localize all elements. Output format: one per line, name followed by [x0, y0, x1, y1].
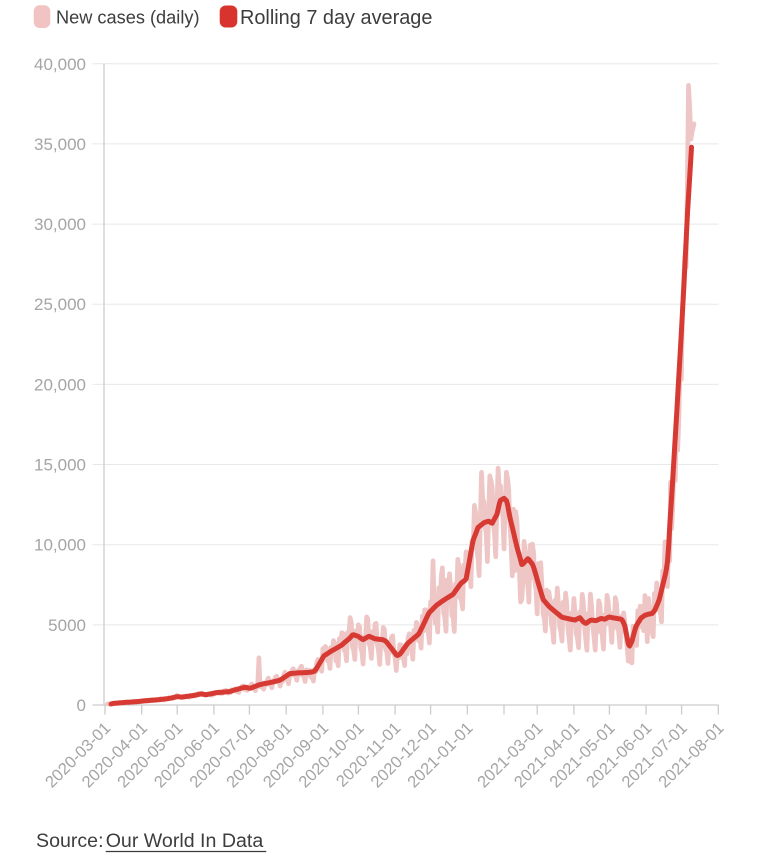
svg-text:5000: 5000	[48, 616, 86, 635]
svg-text:0: 0	[77, 696, 86, 715]
svg-text:25,000: 25,000	[34, 295, 86, 314]
svg-text:40,000: 40,000	[34, 55, 86, 74]
svg-text:35,000: 35,000	[34, 135, 86, 154]
svg-text:Source:: Source:	[36, 830, 104, 852]
svg-text:10,000: 10,000	[34, 536, 86, 555]
svg-text:Our World In Data: Our World In Data	[106, 830, 264, 852]
svg-text:20,000: 20,000	[34, 375, 86, 394]
svg-text:Rolling 7 day average: Rolling 7 day average	[240, 7, 432, 29]
svg-text:New cases (daily): New cases (daily)	[56, 8, 200, 28]
svg-text:15,000: 15,000	[34, 456, 86, 475]
svg-text:30,000: 30,000	[34, 215, 86, 234]
